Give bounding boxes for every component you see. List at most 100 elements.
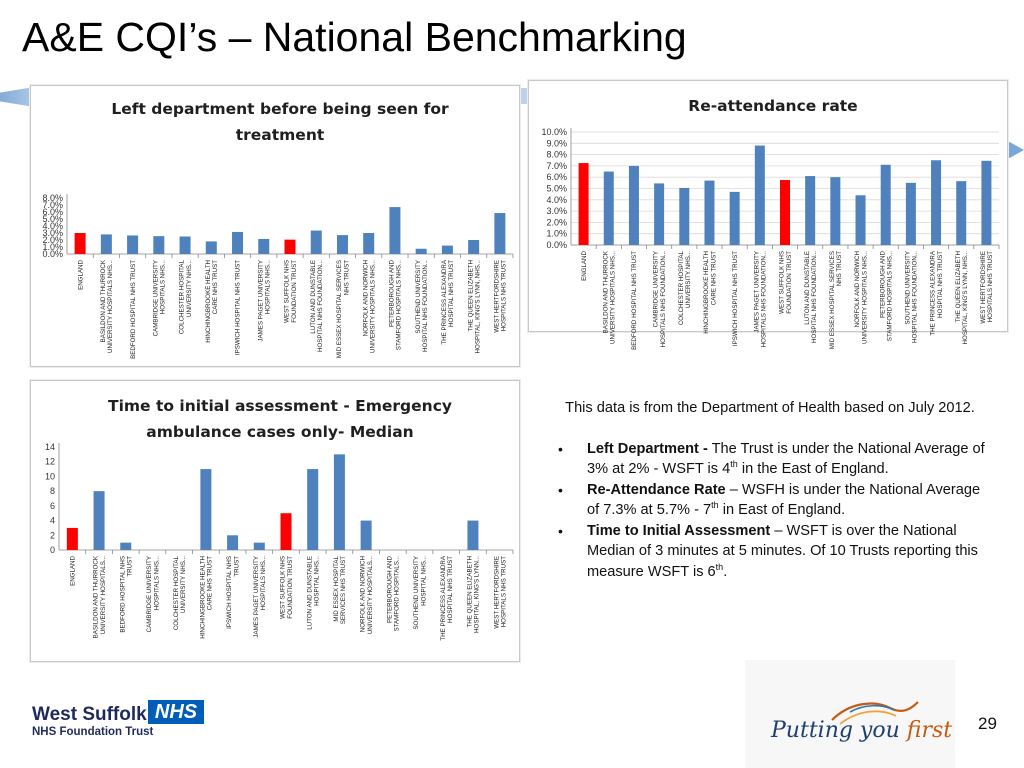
- x-tick-label: WEST SUFFOLK NHS FOUNDATION TRUST: [284, 260, 298, 323]
- x-tick-label-line: SOUTHEND UNIVERSITY: [415, 260, 422, 334]
- y-tick-label: 12: [45, 457, 55, 467]
- bar: [578, 163, 589, 245]
- x-tick-label: HINCHINGBROOKE HEALTH CARE NHS TRUST: [703, 251, 717, 334]
- swirl-icon: [831, 701, 919, 725]
- x-tick-label-line: ENGLAND: [77, 259, 84, 289]
- x-tick-label-line: BEDFORD HOSPITAL NHS TRUST: [130, 260, 137, 359]
- y-tick-label: 8: [50, 486, 55, 496]
- x-tick-label-line: HOSPITAL, KING'S LYNN, NHS...: [962, 251, 969, 345]
- x-tick-label-line: FOUNDATION TRUST: [287, 556, 294, 619]
- x-tick-label-line: HINCHINGBROOKE HEALTH: [205, 260, 212, 343]
- x-tick-label-line: UNIVERSITY HOSPITALS NHS...: [861, 251, 868, 344]
- x-tick-label-line: STAMFORD HOSPITALS NHS...: [396, 260, 403, 350]
- note-text-tail: in the East of England.: [737, 461, 889, 477]
- note-text-tail: .: [723, 563, 728, 580]
- x-tick-label-line: CARE NHS TRUST: [710, 251, 717, 305]
- x-tick-label-line: COLCHESTER HOSPITAL: [179, 259, 186, 334]
- note-ordinal: th: [730, 459, 738, 470]
- y-tick-label: 5.0%: [546, 184, 567, 194]
- x-tick-label: BASILDON AND THURROCK UNIVERSITY HOSPITAL…: [93, 555, 107, 638]
- x-tick-label-line: PETERBOROUGH AND: [879, 250, 886, 318]
- x-tick-label-line: CARE NHS TRUST: [207, 556, 214, 610]
- x-tick-label: MID ESSEX HOSPITAL SERVICES NHS TRUST: [336, 260, 350, 358]
- x-tick-label: NORFOLK AND NORWICH UNIVERSITY HOSPITALS …: [362, 260, 376, 353]
- bar: [880, 164, 891, 245]
- x-tick-label: JAMES PAGET UNIVERSITY HOSPITALS NHS...: [253, 556, 267, 638]
- x-tick-label: COLCHESTER HOSPITAL UNIVERSITY NHS...: [173, 555, 187, 630]
- x-tick-label-line: MID ESSEX HOSPITAL SERVICES: [336, 260, 343, 358]
- x-tick-label-line: FOUNDATION TRUST: [291, 260, 298, 323]
- bar: [232, 231, 244, 254]
- x-tick-label-line: HOSPITALS NHS...: [153, 556, 160, 610]
- x-tick-label: HINCHINGBROOKE HEALTH CARE NHS TRUST: [205, 260, 219, 343]
- logo-trust: NHS Foundation Trust: [32, 726, 154, 738]
- x-tick-label: WEST SUFFOLK NHS FOUNDATION TRUST: [779, 251, 793, 314]
- x-tick-label: THE PRINCESS ALEXANDRA HOSPITAL NHS TRUST: [441, 259, 455, 344]
- x-tick-label-line: ENGLAND: [70, 555, 77, 585]
- chart-time-to-initial-assessment: Time to initial assessment - Emergency am…: [30, 380, 520, 662]
- x-tick-label-line: HOSPITAL NHS FOUNDATION...: [317, 260, 324, 352]
- x-tick-label-line: HOSPITAL NHS...: [420, 556, 427, 606]
- x-tick-label-line: UNIVERSITY HOSPITALS NHS...: [610, 251, 617, 344]
- x-tick-label-line: HOSPITALS NHS TRUST: [500, 556, 507, 628]
- x-tick-label-line: JAMES PAGET UNIVERSITY: [753, 251, 760, 333]
- x-tick-label-line: BASILDON AND THURROCK: [93, 555, 100, 638]
- logo-name: West Suffolk: [32, 704, 147, 725]
- x-tick-label-line: NORFOLK AND NORWICH: [360, 556, 367, 632]
- bar: [603, 171, 614, 245]
- x-tick-label-line: NORFOLK AND NORWICH: [362, 260, 369, 336]
- x-tick-label-line: STAMFORD HOSPITALS NHS...: [887, 251, 894, 341]
- bar: [679, 187, 690, 245]
- x-tick-label: LUTON AND DUNSTABLE HOSPITAL NHS FOUNDATI…: [804, 251, 818, 343]
- x-tick-label: ENGLAND: [70, 555, 77, 585]
- x-tick-label-line: HOSPITALS NHS FOUNDATION...: [660, 251, 667, 348]
- x-tick-label-line: THE PRINCESS ALEXANDRA: [930, 250, 937, 335]
- slide-title: A&E CQI’s – National Benchmarking: [22, 14, 687, 60]
- x-tick-label-line: HOSPITALS NHS...: [260, 556, 267, 610]
- y-tick-label: 10.0%: [541, 127, 567, 137]
- x-tick-label-line: BEDFORD HOSPITAL NHS: [119, 556, 126, 633]
- x-tick-label-line: HINCHINGBROOKE HEALTH: [703, 251, 710, 334]
- x-tick-label-line: THE QUEEN ELIZABETH: [467, 556, 474, 628]
- x-tick-label: COLCHESTER HOSPITAL UNIVERSITY NHS...: [678, 250, 692, 325]
- y-tick-label: 6.0%: [42, 207, 63, 217]
- x-tick-label: PETERBOROUGH AND STAMFORD HOSPITALS...: [386, 555, 400, 631]
- x-tick-label: MID ESSEX HOSPITAL SERVICES NHS TRUST: [829, 251, 843, 349]
- bar: [284, 239, 296, 254]
- y-tick-label: 1.0%: [546, 229, 567, 239]
- bar: [855, 195, 866, 245]
- y-tick-label: 0.0%: [546, 240, 567, 250]
- x-tick-label: WEST HERTFORDSHIRE HOSPITALS NHS TRUST: [493, 556, 507, 629]
- note-ordinal: th: [715, 561, 724, 572]
- y-tick-label: 3.0%: [546, 206, 567, 216]
- note-ordinal: th: [711, 500, 719, 511]
- x-tick-label-line: UNIVERSITY HOSPITALS...: [367, 556, 374, 634]
- bar: [467, 520, 479, 550]
- bar: [310, 230, 322, 254]
- x-tick-label: PETERBOROUGH AND STAMFORD HOSPITALS NHS..…: [879, 250, 893, 341]
- x-tick-label-line: HOSPITAL NHS TRUST: [448, 260, 455, 327]
- note-label: Re-Attendance Rate: [587, 481, 726, 498]
- x-tick-label-line: NHS TRUST: [836, 251, 843, 287]
- y-tick-label: 4: [50, 516, 55, 526]
- x-tick-label-line: THE QUEEN ELIZABETH: [467, 260, 474, 332]
- x-tick-label-line: JAMES PAGET UNIVERSITY: [253, 556, 260, 638]
- chart-title: treatment: [236, 126, 325, 144]
- page-number: 29: [978, 714, 997, 733]
- y-tick-label: 4.0%: [42, 221, 63, 231]
- x-tick-label-line: HOSPITAL NHS TRUST: [447, 556, 454, 623]
- x-tick-label-line: IPSWICH HOSPITAL NHS TRUST: [235, 260, 242, 355]
- x-tick-label-line: UNIVERSITY HOSPITALS...: [100, 556, 107, 634]
- x-tick-label-line: CARE NHS TRUST: [212, 260, 219, 314]
- x-tick-label: NORFOLK AND NORWICH UNIVERSITY HOSPITALS …: [854, 251, 868, 344]
- x-tick-label-line: MID ESSEX HOSPITAL: [333, 555, 340, 621]
- bar: [628, 165, 639, 245]
- chart-title: ambulance cases only- Median: [146, 423, 413, 441]
- bar: [805, 176, 816, 245]
- y-tick-label: 5.0%: [42, 214, 63, 224]
- x-tick-label: SOUTHEND UNIVERSITY HOSPITAL NHS FOUNDATI…: [415, 260, 429, 352]
- bar: [307, 469, 319, 550]
- chart-re-attendance: Re-attendance rate 0.0% 1.0% 2.0% 3.0% 4.0% 5.…: [528, 80, 1008, 350]
- x-tick-label-line: UNIVERSITY HOSPITALS NHS...: [370, 260, 377, 353]
- bar: [729, 191, 740, 245]
